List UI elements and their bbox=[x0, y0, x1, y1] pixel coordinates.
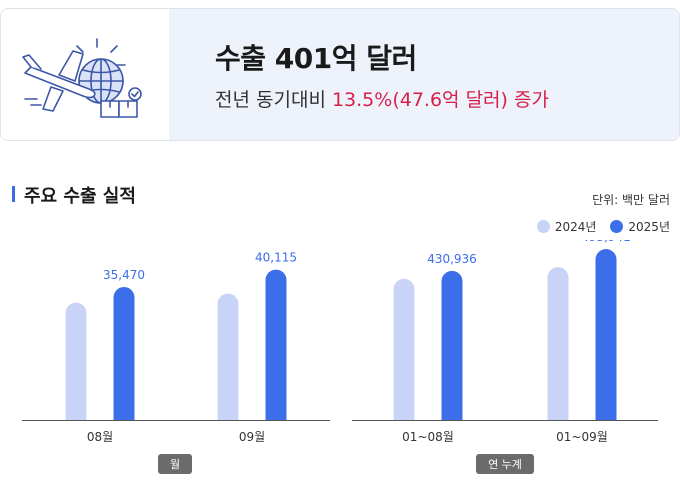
section-marker bbox=[12, 186, 15, 202]
export-bar-charts: 35,470 08월 40,115 09월 430,936 01~08월 493,941 01… bbox=[22, 240, 658, 444]
bar-2025 bbox=[265, 269, 287, 420]
data-label: 40,115 bbox=[255, 251, 297, 265]
legend-dot-2024 bbox=[536, 220, 550, 233]
airplane-globe-cargo-icon bbox=[22, 38, 142, 118]
legend-item-2025: 2025년 bbox=[610, 218, 670, 235]
section-title: 주요 수출 실적 bbox=[24, 186, 136, 207]
group-label-cumulative: 연 누계 bbox=[476, 454, 534, 474]
x-tick-label: 09월 bbox=[239, 430, 265, 444]
bar-2025 bbox=[113, 286, 135, 420]
x-tick-label: 01~08월 bbox=[402, 430, 454, 444]
banner-illustration bbox=[1, 9, 169, 140]
bar-2025 bbox=[595, 249, 617, 420]
bar-2024 bbox=[65, 302, 87, 420]
unit-label: 단위: 백만 달러 bbox=[592, 193, 670, 207]
growth-highlight: 13.5%(47.6억 달러) 증가 bbox=[331, 89, 549, 111]
bar-2024 bbox=[393, 278, 415, 420]
legend-dot-2025 bbox=[610, 220, 624, 233]
legend-label-2024: 2024년 bbox=[554, 220, 597, 234]
legend-label-2025: 2025년 bbox=[628, 220, 670, 234]
bar-2024 bbox=[217, 293, 239, 420]
group-label-monthly: 월 bbox=[158, 454, 192, 474]
subline: 전년 동기대비 13.5%(47.6억 달러) 증가 bbox=[215, 85, 549, 112]
bar-2025 bbox=[441, 270, 463, 420]
legend: 2024년 2025년 bbox=[536, 218, 670, 235]
data-label: 35,470 bbox=[103, 268, 145, 282]
legend-item-2024: 2024년 bbox=[536, 218, 597, 235]
data-label: 493,941 bbox=[581, 240, 631, 244]
banner-text-area: 수출 401억 달러 전년 동기대비 13.5%(47.6억 달러) 증가 bbox=[169, 9, 679, 140]
data-label: 430,936 bbox=[427, 252, 477, 266]
x-tick-label: 01~09월 bbox=[556, 430, 608, 444]
bar-2024 bbox=[547, 267, 569, 420]
headline: 수출 401억 달러 bbox=[215, 42, 417, 75]
subline-prefix: 전년 동기대비 bbox=[215, 89, 332, 111]
x-tick-label: 08월 bbox=[87, 430, 113, 444]
summary-banner: 수출 401억 달러 전년 동기대비 13.5%(47.6억 달러) 증가 bbox=[0, 8, 680, 141]
